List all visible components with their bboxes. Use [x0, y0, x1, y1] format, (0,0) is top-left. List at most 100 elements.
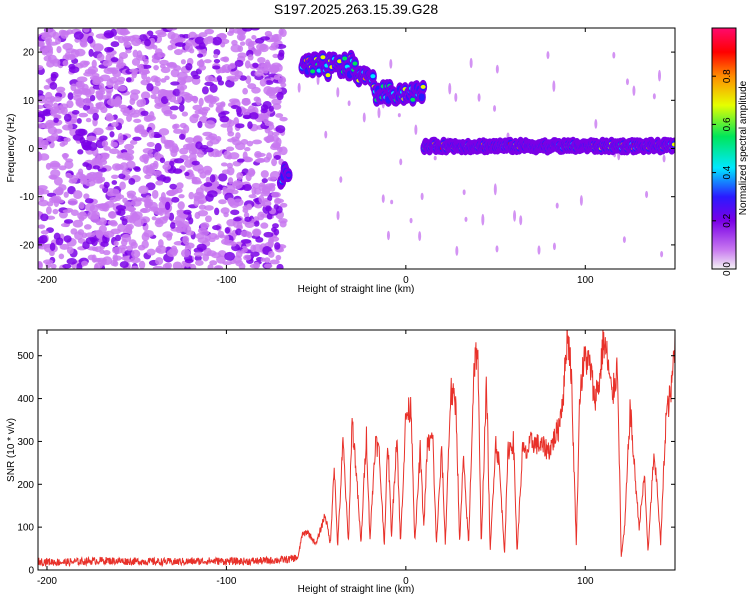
streak-cell	[409, 217, 413, 224]
noise-cell	[227, 131, 235, 137]
noise-cell	[269, 259, 280, 265]
noise-cell	[178, 194, 185, 199]
noise-cell	[158, 128, 170, 136]
noise-cell	[40, 213, 49, 222]
noise-cell	[221, 65, 227, 74]
noise-cell	[126, 77, 132, 83]
noise-cell	[112, 246, 123, 255]
noise-cell	[252, 139, 263, 145]
noise-cell	[204, 75, 214, 83]
noise-cell	[267, 130, 274, 138]
noise-cell	[267, 176, 277, 182]
noise-cell	[120, 107, 130, 114]
noise-cell	[230, 209, 240, 216]
noise-cell	[268, 94, 277, 99]
noise-cell	[155, 180, 164, 186]
noise-cell	[38, 185, 48, 191]
noise-cell	[68, 178, 78, 184]
snr-frame	[37, 329, 676, 571]
noise-cell	[153, 76, 162, 83]
noise-cell	[162, 263, 171, 269]
noise-cell	[183, 93, 194, 101]
noise-cell	[38, 65, 44, 71]
noise-cell	[251, 186, 257, 196]
noise-cell	[174, 42, 186, 47]
noise-cell	[146, 141, 155, 148]
noise-cell	[158, 208, 165, 216]
signal-core	[310, 69, 316, 74]
snr-panel: -200 -100 0 100 0 100 200 300 400 500 Height of …	[6, 329, 676, 595]
streak-cell	[660, 250, 664, 258]
signal-core	[410, 97, 416, 102]
noise-cell	[87, 35, 94, 44]
streak-cell	[297, 82, 301, 93]
streak-cell	[386, 230, 390, 241]
noise-cell	[70, 83, 77, 92]
noise-cell	[178, 103, 185, 112]
noise-cell	[273, 74, 281, 81]
spectrogram-cells	[38, 28, 675, 269]
noise-cell	[83, 193, 90, 200]
noise-cell	[85, 236, 96, 245]
noise-cell	[136, 50, 143, 59]
noise-cell	[245, 38, 253, 47]
noise-cell	[173, 123, 180, 129]
snr-y-label: SNR (10 * v/v)	[6, 418, 17, 482]
noise-cell	[131, 265, 139, 269]
noise-cell	[235, 132, 241, 139]
noise-cell	[119, 181, 126, 190]
noise-cell	[167, 61, 177, 68]
noise-cell	[49, 242, 56, 251]
noise-cell	[229, 28, 235, 34]
noise-cell	[162, 163, 172, 170]
noise-cell	[212, 36, 222, 46]
noise-cell	[143, 58, 149, 65]
noise-cell	[261, 178, 268, 184]
noise-cell	[107, 220, 114, 226]
noise-cell	[84, 179, 96, 187]
noise-cell	[78, 201, 85, 210]
noise-cell	[265, 136, 272, 143]
noise-cell	[164, 201, 171, 211]
noise-cell	[204, 147, 214, 153]
noise-cell	[112, 254, 119, 263]
noise-cell	[224, 227, 231, 234]
noise-cell	[205, 176, 211, 184]
noise-cell	[58, 253, 65, 260]
noise-cell	[263, 85, 273, 95]
noise-cell	[263, 231, 274, 238]
noise-cell	[182, 75, 194, 83]
noise-cell	[62, 43, 73, 51]
noise-cell	[226, 166, 235, 176]
noise-cell	[59, 141, 66, 147]
noise-cell	[117, 223, 127, 232]
noise-cell	[96, 171, 103, 178]
noise-cell	[243, 254, 252, 261]
noise-cell	[273, 203, 279, 210]
noise-cell	[111, 180, 118, 185]
noise-cell	[81, 88, 92, 96]
y-tick-label: 200	[17, 480, 34, 491]
noise-cell	[239, 41, 246, 46]
noise-cell	[38, 104, 44, 110]
noise-cell	[131, 37, 142, 47]
noise-cell	[109, 131, 115, 138]
y-tick-label: 100	[17, 523, 34, 534]
noise-cell	[63, 219, 74, 224]
noise-cell	[236, 172, 244, 180]
noise-cell	[253, 261, 261, 269]
streak-cell	[462, 189, 466, 196]
colorbar: 0.0 0.2 0.4 0.6 0.8 Normalized spectral ampl…	[711, 27, 749, 276]
noise-cell	[129, 68, 139, 73]
noise-cell	[148, 129, 155, 139]
noise-cell	[155, 247, 162, 253]
noise-cell	[162, 176, 171, 184]
noise-cell	[173, 48, 183, 56]
noise-cell	[235, 260, 244, 267]
noise-cell	[198, 64, 207, 71]
noise-cell	[147, 166, 155, 174]
noise-cell	[164, 142, 172, 150]
streak-cell	[493, 105, 497, 112]
noise-cell	[276, 263, 284, 269]
noise-cell	[82, 175, 88, 185]
